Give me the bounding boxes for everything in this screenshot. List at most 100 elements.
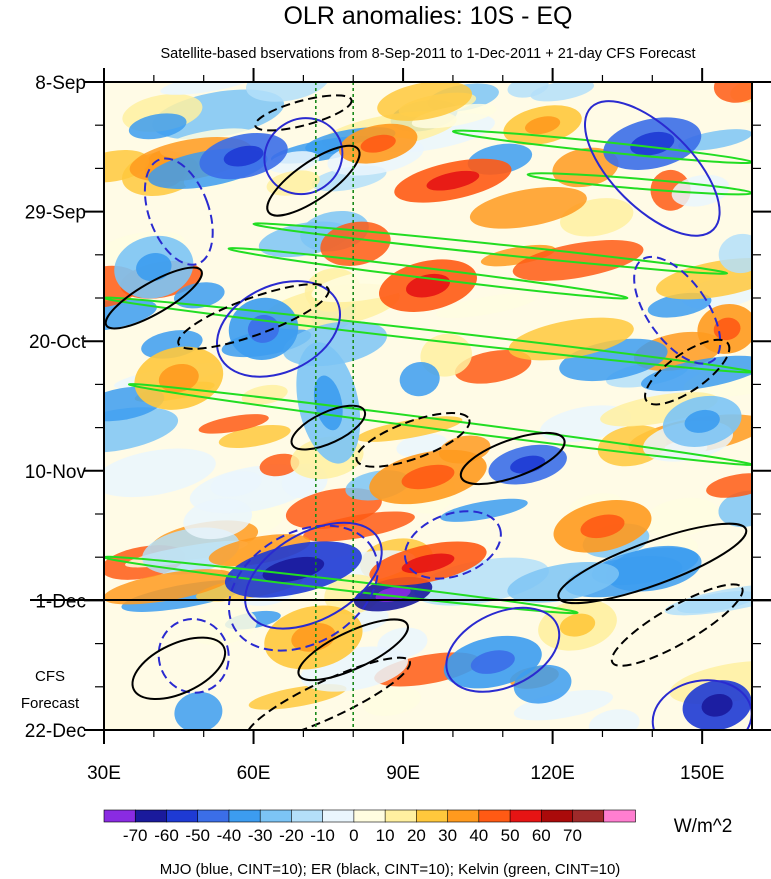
x-tick-label: 60E	[237, 763, 271, 784]
anomaly-blob-core	[223, 145, 264, 167]
anomaly-stripe	[513, 690, 613, 721]
y-tick-label: 20-Oct	[29, 332, 87, 353]
colorbar-swatch	[509, 809, 543, 823]
kelvin-contour	[227, 247, 629, 300]
anomaly-stripe	[718, 490, 752, 528]
anomaly-blob-core	[401, 464, 455, 490]
anomaly-stripe	[588, 709, 640, 730]
anomaly-blob-core	[580, 514, 625, 539]
forecast-label-line2: Forecast	[21, 695, 80, 712]
y-tick-label: 1-Dec	[35, 591, 86, 612]
anomaly-blob-core	[426, 170, 480, 191]
colorbar-label: 10	[376, 826, 395, 845]
colorbar-unit: W/m^2	[674, 816, 733, 837]
anomaly-stripe	[706, 473, 752, 498]
er-contour	[266, 144, 361, 217]
colorbar-label: -60	[154, 826, 179, 845]
anomaly-stripe	[377, 82, 472, 121]
er-contour	[644, 338, 731, 406]
er-contour	[177, 283, 330, 350]
y-tick-label: 10-Nov	[25, 462, 87, 483]
colorbar-swatch	[291, 809, 324, 823]
mjo-contour	[403, 510, 502, 580]
anomaly-stripe	[507, 82, 549, 98]
colorbar-swatch	[540, 809, 574, 823]
er-contour	[104, 266, 203, 330]
anomaly-blob-core	[525, 116, 561, 135]
er-contour	[254, 94, 353, 132]
y-tick-label: 8-Sep	[35, 73, 86, 94]
anomaly-stripe	[259, 453, 300, 477]
anomaly-stripe	[435, 293, 538, 319]
er-contour	[355, 412, 471, 468]
anomaly-stripe	[507, 561, 620, 603]
colorbar-label: 40	[469, 826, 488, 845]
colorbar-swatch	[197, 809, 230, 823]
colorbar-label: 70	[563, 826, 582, 845]
anomaly-blob-core	[559, 613, 596, 637]
anomaly-stripe	[454, 349, 532, 384]
colorbar-label: -70	[123, 826, 148, 845]
x-tick-label: 30E	[87, 763, 121, 784]
x-tick-label: 90E	[386, 763, 420, 784]
anomaly-blob-core	[470, 650, 515, 674]
chart-title: OLR anomalies: 10S - EQ	[283, 2, 572, 30]
anomaly-stripe	[104, 407, 179, 453]
kelvin-contour	[451, 129, 752, 165]
anomaly-blob-core	[401, 553, 455, 574]
mjo-contour	[157, 618, 230, 694]
anomaly-stripe	[399, 361, 440, 397]
anomaly-stripe	[683, 358, 752, 398]
er-contour	[290, 404, 367, 451]
colorbar-swatch	[416, 809, 449, 823]
colorbar-swatch	[259, 809, 293, 823]
er-contour	[245, 656, 411, 730]
anomaly-stripe	[718, 233, 752, 274]
plot-frame	[103, 81, 753, 731]
anomaly-stripe	[198, 414, 269, 434]
mjo-contour	[227, 524, 379, 652]
colorbar-label: -20	[279, 826, 304, 845]
y-axis: 8-Sep 29-Sep 20-Oct 10-Nov 1-Dec 22-Dec	[25, 73, 771, 742]
anomaly-stripe	[713, 82, 752, 103]
colorbar-swatch	[603, 809, 636, 823]
anomaly-stripe	[513, 664, 572, 704]
er-contours	[104, 94, 748, 730]
anomaly-stripe	[104, 569, 234, 605]
colorbar-label: -10	[310, 826, 335, 845]
anomaly-stripe	[218, 424, 291, 449]
y-tick-label: 22-Dec	[25, 721, 86, 742]
er-contour	[459, 431, 566, 486]
colorbar-label: 20	[407, 826, 426, 845]
forecast-label-line1: CFS	[35, 668, 65, 685]
colorbar-swatch	[322, 809, 355, 823]
chart-subtitle: Satellite-based bservations from 8-Sep-2…	[160, 46, 695, 62]
colorbar-label: 50	[501, 826, 520, 845]
kelvin-contour	[127, 383, 752, 466]
anomaly-blob-core	[136, 253, 172, 282]
x-tick-label: 150E	[680, 763, 724, 784]
anomaly-stripe	[128, 113, 187, 140]
anomaly-stripe	[440, 498, 528, 522]
kelvin-contour	[252, 222, 729, 275]
colorbar-swatch	[384, 809, 418, 823]
anomaly-blobs	[114, 105, 752, 730]
anomaly-stripe	[210, 471, 262, 497]
colorbar-swatch	[166, 809, 199, 823]
longitude-guides	[314, 82, 355, 730]
anomaly-stripe	[356, 416, 463, 442]
mjo-contour	[445, 606, 561, 693]
er-contour	[131, 636, 227, 701]
anomaly-stripe	[104, 149, 150, 183]
colorbar-swatch	[478, 809, 511, 823]
colorbar-label: 60	[532, 826, 551, 845]
er-contour	[557, 522, 748, 605]
mjo-contour	[143, 157, 214, 266]
colorbar-swatch	[572, 809, 605, 823]
anomaly-stripe	[512, 240, 644, 281]
anomaly-stripe	[173, 282, 225, 309]
x-tick-label: 120E	[530, 763, 574, 784]
colorbar-swatch	[134, 809, 168, 823]
colorbar-swatch	[353, 809, 386, 823]
